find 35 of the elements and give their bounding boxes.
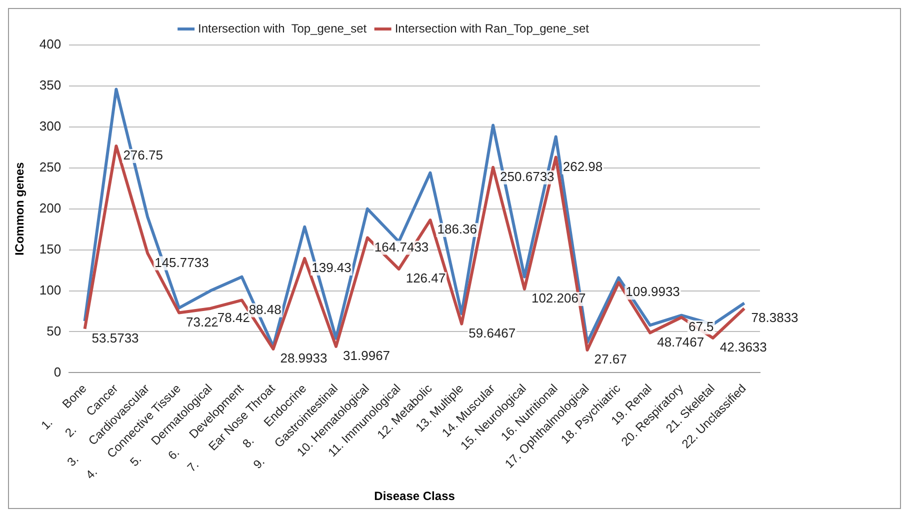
data-label: 250.6733 [500,168,554,184]
data-label: 42.3633 [720,340,767,355]
x-axis-title: Disease Class [374,489,456,504]
data-label: 145.7733 [154,254,209,270]
y-tick-label: 400 [39,36,62,52]
data-label: 27.67 [594,352,627,367]
data-label: 59.6467 [468,325,516,340]
data-label: 78.3833 [751,310,798,326]
data-label: 67.5 [688,318,714,334]
data-label: 276.75 [123,148,163,163]
data-label: 78.42 [217,310,250,326]
data-label: 102.2067 [531,290,586,306]
data-label: 48.7467 [657,334,704,350]
data-label: 262.98 [562,158,603,174]
data-label: 88.48 [248,302,282,317]
y-tick-label: 350 [39,78,62,93]
data-label: 73.22 [186,314,219,330]
y-tick-label: 150 [39,241,62,256]
y-axis-title: ICommon genes [12,162,27,256]
y-tick-label: 200 [39,200,62,216]
data-label: 109.9933 [626,284,680,300]
y-tick-label: 50 [46,323,62,338]
data-label: 31.9967 [343,348,390,364]
legend-label: Intersection with Top_gene_set [198,21,368,36]
y-tick-label: 0 [54,364,62,380]
data-label: 126.47 [406,270,446,286]
data-label: 53.5733 [92,330,139,346]
data-label: 28.9933 [280,350,328,366]
data-label: 186.36 [437,222,478,237]
data-label: 139.43 [312,260,352,276]
data-label: 164.7433 [374,239,429,254]
y-tick-label: 250 [39,159,62,174]
legend-label: Intersection with Ran_Top_gene_set [394,21,590,36]
y-tick-label: 100 [39,282,62,298]
y-tick-label: 300 [39,118,62,134]
